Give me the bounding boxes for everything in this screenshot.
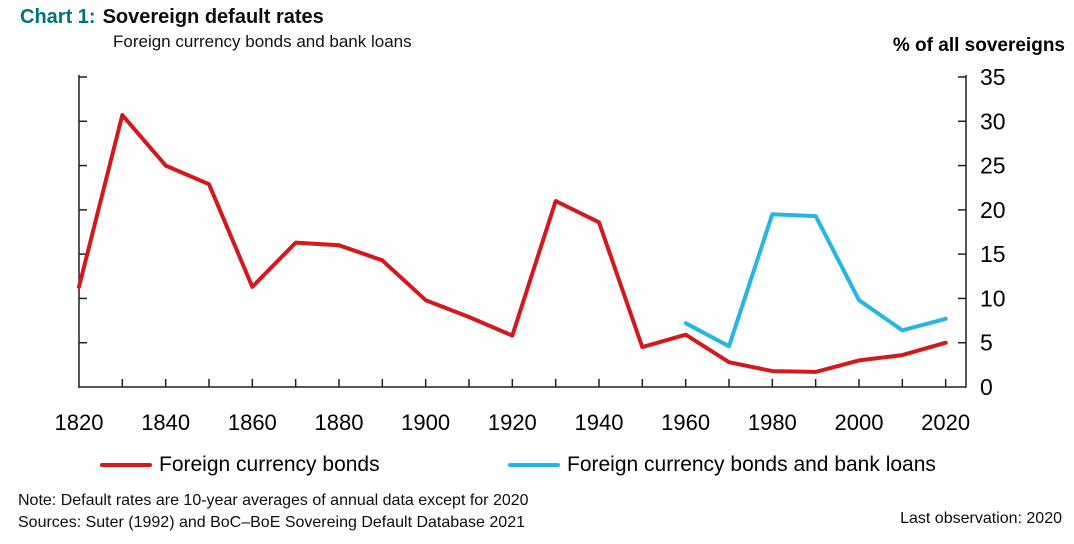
x-axis-tick-label: 1980 [748, 410, 797, 435]
footer-notes: Note: Default rates are 10-year averages… [18, 490, 529, 534]
chart-number-label: Chart 1: [20, 6, 96, 28]
y-axis-tick-label: 35 [980, 64, 1006, 90]
note-line: Note: Default rates are 10-year averages… [18, 492, 529, 509]
x-axis-tick-label: 1940 [575, 410, 624, 435]
x-axis-tick-label: 1860 [228, 410, 277, 435]
legend-swatch-red-line [100, 463, 152, 467]
y-axis-tick-label: 10 [980, 285, 1006, 311]
y-axis-tick-label: 30 [980, 108, 1006, 134]
series-line-foreign-currency-bonds [77, 113, 948, 374]
sources-line: Sources: Suter (1992) and BoC–BoE Sovere… [18, 514, 525, 531]
legend-swatch-blue-line [508, 463, 560, 467]
last-observation-label: Last observation: 2020 [900, 510, 1062, 527]
x-axis-tick-label: 1880 [315, 410, 364, 435]
y-axis-tick-label: 0 [980, 374, 993, 400]
x-axis-tick-label: 2000 [835, 410, 884, 435]
legend-item-foreign-currency-bonds: Foreign currency bonds [100, 452, 380, 478]
legend-label: Foreign currency bonds [159, 453, 380, 476]
chart-title: Sovereign default rates [102, 6, 324, 28]
x-axis-tick-label: 1920 [488, 410, 537, 435]
x-axis-tick-label: 1840 [141, 410, 190, 435]
x-axis-tick-label: 1960 [661, 410, 710, 435]
chart-legend: Foreign currency bonds Foreign currency … [0, 452, 1074, 478]
page-title: Chart 1: Sovereign default rates [20, 6, 324, 29]
y-axis-unit-label: % of all sovereigns [892, 35, 1065, 56]
legend-label: Foreign currency bonds and bank loans [567, 453, 936, 476]
x-axis-tick-label: 2020 [921, 410, 970, 435]
legend-item-foreign-currency-bonds-and-bank-loans: Foreign currency bonds and bank loans [508, 452, 936, 478]
x-axis-tick-label: 1820 [55, 410, 104, 435]
y-axis-tick-label: 25 [980, 153, 1006, 179]
y-axis-tick-label: 15 [980, 241, 1006, 267]
series-line-foreign-currency-bonds-and-bank-loans [683, 212, 948, 349]
y-axis-tick-label: 5 [980, 330, 993, 356]
chart-subtitle: Foreign currency bonds and bank loans [113, 32, 412, 51]
x-axis-tick-label: 1900 [401, 410, 450, 435]
y-axis-tick-label: 20 [980, 197, 1006, 223]
